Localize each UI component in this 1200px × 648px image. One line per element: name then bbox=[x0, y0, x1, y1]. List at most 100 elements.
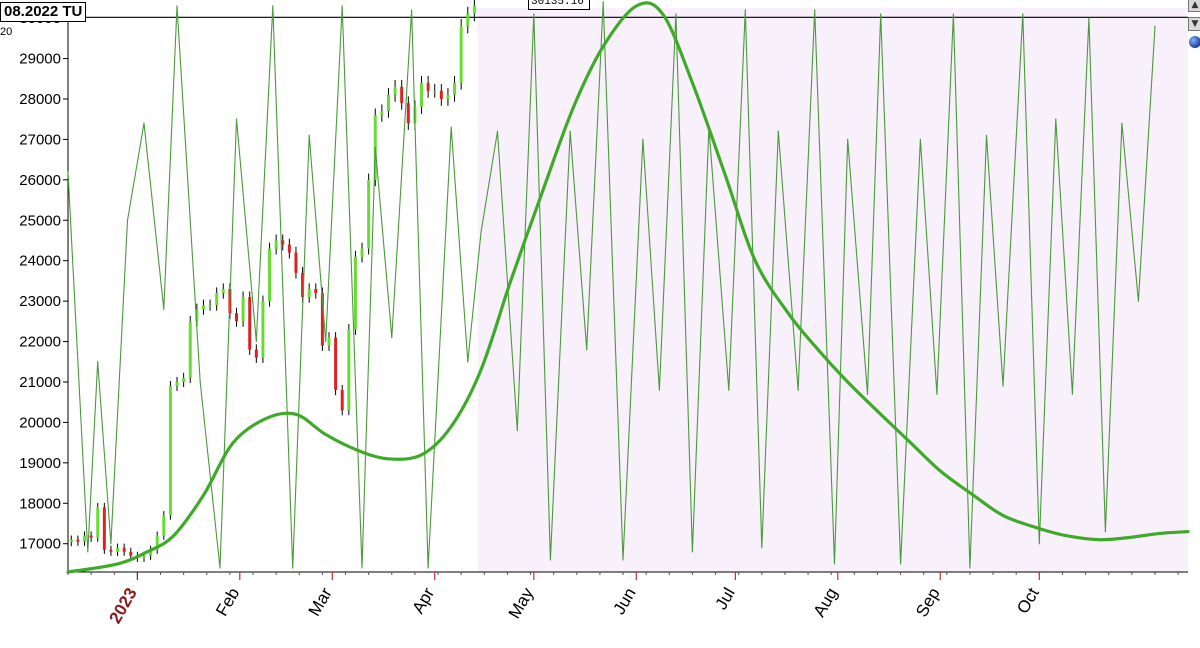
scroll-down-button[interactable]: ▼ bbox=[1188, 17, 1200, 31]
price-candle bbox=[354, 251, 357, 335]
candle-body bbox=[361, 249, 364, 257]
trend-point bbox=[847, 381, 849, 383]
cycle-point bbox=[97, 361, 98, 362]
cycle-point bbox=[497, 131, 498, 132]
cycle-point bbox=[550, 559, 551, 560]
y-tick-label: 26000 bbox=[19, 172, 61, 189]
cycle-point bbox=[451, 127, 452, 128]
candle-body bbox=[466, 14, 469, 26]
cycle-point bbox=[969, 567, 970, 568]
cycle-point bbox=[467, 361, 468, 362]
last-price-box: 30135.16 bbox=[528, 0, 590, 10]
cycle-point bbox=[659, 389, 660, 390]
price-candle bbox=[162, 511, 165, 540]
cycle-point bbox=[87, 551, 88, 552]
y-tick-label: 19000 bbox=[19, 455, 61, 472]
trend-point bbox=[1002, 514, 1004, 516]
cycle-point bbox=[480, 232, 481, 233]
trend-point bbox=[173, 535, 175, 537]
trend-point bbox=[421, 454, 423, 456]
forecast-region bbox=[478, 8, 1188, 572]
candle-body bbox=[76, 540, 79, 542]
price-candle bbox=[460, 19, 463, 90]
cycle-point bbox=[272, 5, 273, 6]
candle-body bbox=[314, 289, 317, 293]
scroll-up-button[interactable]: ▲ bbox=[1188, 0, 1200, 12]
candle-body bbox=[182, 378, 185, 382]
y-tick-label: 27000 bbox=[19, 131, 61, 148]
globe-icon[interactable] bbox=[1189, 36, 1200, 48]
cycle-point bbox=[200, 381, 201, 382]
candle-body bbox=[268, 249, 271, 302]
candle-body bbox=[255, 350, 258, 358]
cycle-point bbox=[361, 567, 362, 568]
x-tick-label: 2023 bbox=[105, 585, 140, 627]
trend-point bbox=[662, 13, 664, 15]
cycle-point bbox=[1138, 301, 1139, 302]
price-candle bbox=[347, 324, 350, 415]
cycle-point bbox=[391, 337, 392, 338]
candle-body bbox=[215, 293, 218, 305]
cycle-point bbox=[728, 389, 729, 390]
y-axis: 17000 18000 19000 20000 21000 22000 23000 24000… bbox=[19, 10, 68, 553]
candle-body bbox=[400, 87, 403, 103]
candle-body bbox=[288, 245, 291, 253]
cycle-point bbox=[143, 123, 144, 124]
candle-body bbox=[394, 87, 397, 95]
cycle-point bbox=[642, 139, 643, 140]
candle-body bbox=[380, 111, 383, 115]
trend-point bbox=[510, 280, 512, 282]
y-tick-label: 23000 bbox=[19, 293, 61, 310]
cycle-point bbox=[127, 220, 128, 221]
trend-point bbox=[880, 413, 882, 415]
cycle-point bbox=[936, 394, 937, 395]
candle-body bbox=[308, 289, 311, 297]
candle-body bbox=[242, 297, 245, 321]
cycle-point bbox=[622, 559, 623, 560]
trend-point bbox=[691, 82, 693, 84]
candle-body bbox=[334, 338, 337, 391]
cycle-point bbox=[325, 341, 326, 342]
trend-point bbox=[1128, 537, 1130, 539]
candle-body bbox=[433, 91, 436, 93]
price-candle bbox=[367, 174, 370, 255]
axis-corner-label: 20 bbox=[0, 26, 12, 38]
cycle-point bbox=[1088, 18, 1089, 19]
cycle-point bbox=[920, 139, 921, 140]
y-tick-label: 24000 bbox=[19, 253, 61, 270]
candle-body bbox=[176, 382, 179, 386]
x-axis: 2023 Feb Mar Apr May Jun Jul Aug Sep Oct bbox=[68, 572, 1178, 627]
price-candle bbox=[103, 503, 106, 554]
trend-point bbox=[265, 417, 267, 419]
cycle-point bbox=[761, 547, 762, 548]
trend-point bbox=[909, 442, 911, 444]
price-candle bbox=[268, 243, 271, 307]
candle-body bbox=[162, 515, 165, 535]
cycle-point bbox=[1121, 123, 1122, 124]
candle-body bbox=[453, 83, 456, 95]
price-candle bbox=[261, 296, 264, 363]
cycle-point bbox=[1022, 13, 1023, 14]
cycle-point bbox=[517, 430, 518, 431]
trend-point bbox=[117, 563, 119, 565]
candle-body bbox=[387, 95, 390, 111]
cycle-point bbox=[675, 13, 676, 14]
candle-body bbox=[407, 103, 410, 123]
cycle-point bbox=[533, 13, 534, 14]
candle-body bbox=[70, 540, 73, 542]
y-tick-label: 25000 bbox=[19, 212, 61, 229]
cycle-point bbox=[1055, 119, 1056, 120]
trend-point bbox=[602, 45, 604, 47]
candle-body bbox=[460, 26, 463, 83]
cycle-point bbox=[256, 341, 257, 342]
candle-body bbox=[189, 321, 192, 378]
x-tick-label: Sep bbox=[912, 585, 944, 621]
trend-point bbox=[572, 106, 574, 108]
cycle-point bbox=[814, 9, 815, 10]
candle-body bbox=[275, 240, 278, 248]
cycle-point bbox=[342, 5, 343, 6]
trend-point bbox=[972, 494, 974, 496]
cycle-point bbox=[176, 5, 177, 6]
cycle-point bbox=[1039, 543, 1040, 544]
